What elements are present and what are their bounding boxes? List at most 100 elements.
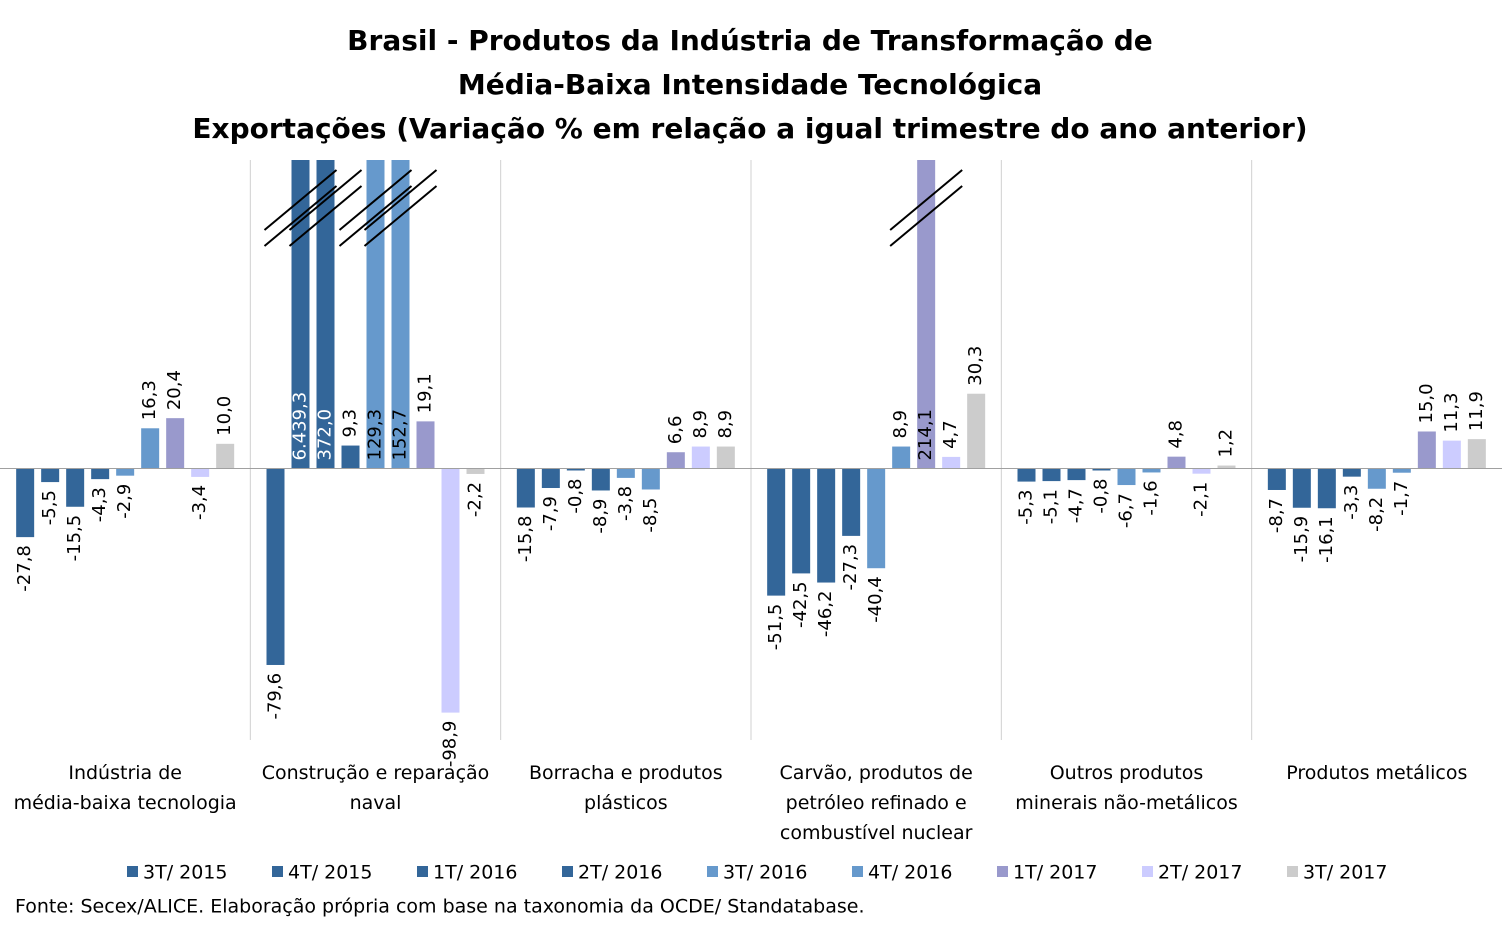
- data-label: -2,9: [114, 484, 135, 519]
- bar: [366, 160, 385, 469]
- data-label: 8,9: [690, 410, 711, 439]
- data-label: -15,5: [64, 515, 85, 562]
- legend-swatch: [562, 866, 573, 877]
- data-label: -16,1: [1316, 516, 1337, 563]
- axis-break: [338, 169, 413, 231]
- legend-label: 3T/ 2015: [143, 862, 228, 884]
- bar: [792, 468, 811, 574]
- bar: [516, 468, 535, 508]
- data-label: 372,0: [315, 409, 336, 461]
- x-tick-label: Carvão, produtos de petróleo refinado e co…: [780, 762, 973, 844]
- bar: [842, 468, 861, 536]
- data-label: -0,8: [565, 478, 586, 513]
- legend-swatch: [1142, 866, 1153, 877]
- data-label: -5,5: [39, 490, 60, 525]
- bar: [216, 443, 235, 469]
- legend-label: 2T/ 2016: [578, 862, 663, 884]
- data-label: -8,7: [1266, 498, 1287, 533]
- data-label: 129,3: [365, 409, 386, 461]
- data-label: 1,2: [1216, 429, 1237, 458]
- bar: [967, 393, 986, 469]
- bar: [892, 446, 911, 469]
- legend-swatch: [1287, 866, 1298, 877]
- data-label: 10,0: [214, 396, 235, 436]
- data-label: -1,6: [1141, 480, 1162, 515]
- legend-swatch: [997, 866, 1008, 877]
- bar: [1317, 468, 1336, 509]
- bar: [266, 468, 285, 665]
- axis-break: [889, 185, 963, 247]
- data-label: -4,3: [89, 487, 110, 522]
- bar: [66, 468, 85, 507]
- data-label: -4,7: [1066, 488, 1087, 523]
- data-label: 19,1: [415, 373, 436, 413]
- bar: [1442, 440, 1461, 469]
- data-label: 16,3: [139, 380, 160, 420]
- axis-break: [363, 169, 438, 231]
- legend-label: 4T/ 2015: [288, 862, 373, 884]
- data-label: -3,8: [615, 486, 636, 521]
- data-label: 20,4: [164, 370, 185, 410]
- data-label: -5,1: [1041, 489, 1062, 524]
- x-tick-label: Outros produtos minerais não-metálicos: [1015, 762, 1238, 814]
- bar: [1292, 468, 1311, 508]
- legend-swatch: [127, 866, 138, 877]
- bar: [1167, 456, 1186, 469]
- bar: [16, 468, 35, 538]
- bar: [441, 468, 460, 713]
- data-label: -8,5: [640, 497, 661, 532]
- x-tick-label: Borracha e produtos plásticos: [529, 762, 723, 814]
- data-label: 9,3: [340, 409, 361, 438]
- bar: [867, 468, 886, 569]
- x-tick-label: Produtos metálicos: [1286, 762, 1467, 784]
- legend-label: 4T/ 2016: [868, 862, 953, 884]
- data-label: 4,7: [940, 420, 961, 449]
- legend-swatch: [272, 866, 283, 877]
- legend-swatch: [707, 866, 718, 877]
- data-label: -0,8: [1091, 478, 1112, 513]
- x-tick-label: Construção e reparação naval: [262, 762, 490, 814]
- data-label: -8,2: [1366, 497, 1387, 532]
- data-label: 15,0: [1416, 383, 1437, 423]
- axis-break: [263, 185, 338, 247]
- bar: [1367, 468, 1386, 489]
- x-tick-label: Indústria de média-baixa tecnologia: [14, 762, 237, 814]
- bar: [1192, 468, 1211, 474]
- data-label: 30,3: [965, 346, 986, 386]
- data-label: 11,3: [1441, 393, 1462, 433]
- bar: [1392, 468, 1411, 473]
- bar: [141, 428, 160, 469]
- data-label: 214,1: [915, 409, 936, 461]
- data-label: -42,5: [790, 581, 811, 628]
- bar: [391, 160, 410, 469]
- bar: [1017, 468, 1036, 482]
- data-label: -2,2: [465, 482, 486, 517]
- bar: [116, 468, 135, 476]
- data-label: -8,9: [590, 498, 611, 533]
- data-label: -3,4: [189, 485, 210, 520]
- legend-swatch: [417, 866, 428, 877]
- legend-label: 1T/ 2017: [1013, 862, 1098, 884]
- axis-break: [263, 169, 338, 231]
- chart-title: Brasil - Produtos da Indústria de Transf…: [347, 24, 1153, 57]
- source-note: Fonte: Secex/ALICE. Elaboração própria c…: [15, 896, 865, 918]
- data-label: 8,9: [890, 410, 911, 439]
- data-label: -40,4: [865, 576, 886, 623]
- bar: [591, 468, 610, 491]
- bar: [541, 468, 560, 489]
- data-label: -46,2: [815, 591, 836, 638]
- data-label: 8,9: [715, 410, 736, 439]
- bar: [1117, 468, 1136, 486]
- bar: [716, 446, 735, 469]
- bar: [1342, 468, 1361, 477]
- bar: [191, 468, 210, 477]
- bar: [817, 468, 836, 583]
- data-label: 11,9: [1466, 391, 1487, 431]
- bar: [1042, 468, 1061, 482]
- data-label: -5,3: [1016, 490, 1037, 525]
- data-label: -27,3: [840, 544, 861, 591]
- bar: [616, 468, 635, 478]
- axis-break: [363, 185, 438, 247]
- data-label: -98,9: [440, 721, 461, 768]
